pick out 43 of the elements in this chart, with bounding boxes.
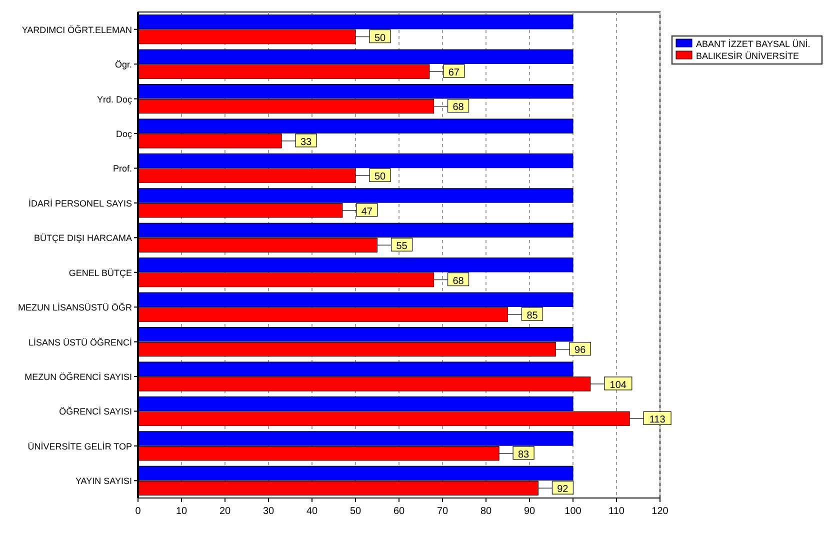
y-tick-label: Ögr. [114, 60, 132, 70]
data-label: 113 [649, 414, 666, 426]
x-tick-label: 100 [564, 506, 582, 517]
data-label: 67 [448, 68, 460, 79]
x-tick-label: 20 [219, 506, 231, 517]
data-label: 55 [396, 241, 408, 252]
legend-label: ABANT İZZET BAYSAL ÜNİ. [696, 39, 810, 49]
x-tick-label: 120 [652, 506, 669, 517]
y-tick-label: Doç [116, 129, 132, 139]
data-label: 68 [452, 102, 464, 114]
legend-label: BALIKESİR ÜNİVERSİTE [696, 51, 800, 61]
y-tick-label: LİSANS ÜSTÜ ÖĞRENCİ [28, 337, 132, 348]
data-label: 85 [526, 310, 538, 322]
y-tick-label: MEZUN ÖĞRENCİ SAYISI [24, 372, 132, 382]
data-label: 50 [374, 172, 386, 183]
y-tick-label: BÜTÇE DIŞI HARCAMA [34, 233, 132, 244]
y-tick-label: Prof. [112, 164, 132, 174]
y-tick-label: GENEL BÜTÇE [68, 268, 132, 278]
y-tick-label: ÜNİVERSİTE GELİR TOP [28, 441, 132, 452]
data-label: 83 [518, 449, 530, 460]
data-label: 47 [361, 206, 373, 218]
data-label: 96 [574, 345, 586, 356]
y-tick-label: YAYIN SAYISI [75, 476, 132, 486]
data-label: 92 [557, 484, 569, 496]
x-tick-label: 80 [480, 506, 492, 517]
data-label: 33 [300, 136, 312, 148]
data-label: 68 [452, 276, 464, 287]
x-tick-label: 70 [436, 506, 448, 517]
x-tick-label: 40 [306, 506, 318, 517]
data-label: 50 [374, 32, 386, 44]
y-tick-label: Yrd. Doç [96, 94, 132, 104]
data-label: 104 [610, 380, 627, 391]
x-tick-label: 90 [524, 506, 536, 517]
y-tick-label: MEZUN LİSANSÜSTÜ ÖĞR [18, 302, 132, 313]
y-tick-label: ÖĞRENCİ SAYISI [59, 406, 132, 417]
x-tick-label: 110 [608, 506, 625, 517]
x-tick-label: 10 [176, 506, 188, 517]
y-tick-label: YARDIMCI ÖĞRT.ELEMAN [22, 24, 132, 35]
x-tick-label: 50 [350, 506, 362, 517]
x-tick-label: 30 [262, 506, 274, 517]
x-tick-label: 0 [135, 506, 142, 517]
x-tick-label: 60 [393, 506, 405, 517]
y-tick-label: İDARİ PERSONEL SAYIS [28, 198, 132, 208]
